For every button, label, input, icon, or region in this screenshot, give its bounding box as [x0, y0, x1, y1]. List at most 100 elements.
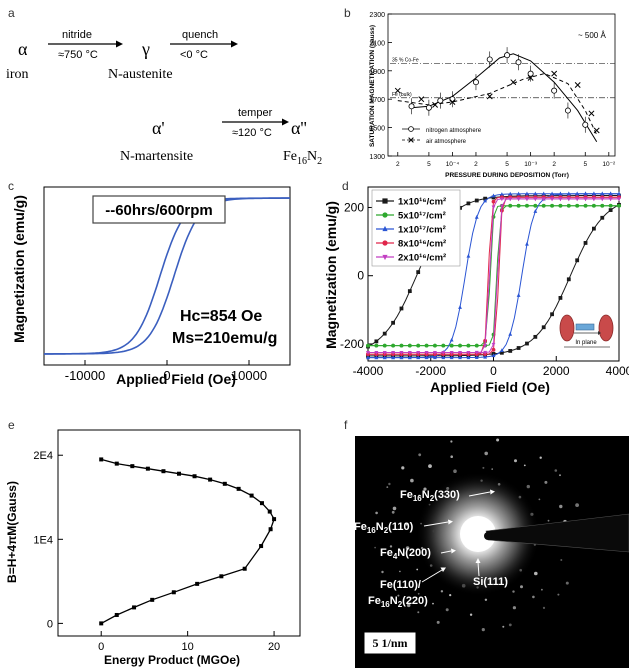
chart-d-point-0: [600, 215, 605, 220]
chart-d-point-4: [592, 197, 596, 202]
chart-d-point-3: [491, 199, 496, 204]
chart-e-point: [272, 517, 277, 522]
chart-d-point-4: [407, 350, 412, 355]
chart-d-point-4: [608, 197, 613, 202]
chart-d-point-2: [575, 191, 580, 196]
chart-b-ytick-label: 1700: [369, 97, 385, 104]
scale-bar-box: [363, 631, 417, 655]
chart-d-point-1: [391, 343, 395, 348]
chart-d-point-1: [550, 203, 554, 208]
chart-b-point: [510, 79, 517, 86]
diffraction-spot: [453, 469, 457, 473]
label-fe16n2-220: Fe16N2(220): [368, 595, 428, 609]
diffraction-spot: [482, 466, 485, 469]
diffraction-spot: [428, 464, 432, 468]
inset-pole-left: [559, 314, 575, 342]
alpha-iron-symbol: α: [18, 39, 28, 59]
chart-d-point-2: [474, 355, 479, 359]
diffraction-spot: [544, 480, 548, 484]
chart-b-point-b: [486, 93, 493, 100]
diffraction-spot: [557, 593, 560, 596]
chart-d-point-2: [499, 192, 504, 196]
diffraction-spot: [445, 608, 449, 612]
chart-d-point-1: [566, 203, 571, 208]
chart-d-point-0: [407, 289, 412, 294]
chart-d-point-0: [374, 339, 379, 344]
arrow-220-head: [440, 567, 446, 572]
legend-marker-1: [382, 212, 388, 218]
chart-d-point-1: [558, 203, 563, 208]
diffraction-spot: [541, 588, 543, 591]
chart-e-point: [259, 501, 264, 506]
arrow-3-head: [282, 118, 289, 126]
diffraction-spot: [520, 585, 523, 589]
chart-c-marks: [44, 197, 290, 355]
legend-label-2: 1x10¹⁷/cm²: [398, 225, 446, 236]
diffraction-spot: [399, 570, 401, 573]
chart-d-point-2: [525, 191, 529, 196]
chart-b-xtick-label: 2: [474, 161, 478, 168]
diffraction-spot: [514, 459, 517, 463]
chart-d-point-1: [458, 343, 462, 348]
chart-b-note: ~ 500 Å: [578, 31, 606, 40]
panel-label-b: b: [344, 6, 351, 20]
diffraction-spot: [450, 455, 453, 458]
chart-d-point-0: [583, 241, 588, 245]
chart-b-point: [588, 110, 595, 117]
panel-label-d: d: [342, 179, 349, 193]
chart-b-point-b: [574, 82, 581, 88]
diffraction-spot: [416, 568, 419, 571]
legend-marker-air: [408, 137, 414, 143]
chart-b-point: [593, 127, 600, 134]
chart-c-xtick-label: 0: [163, 368, 170, 383]
chart-d-point-1: [474, 343, 479, 348]
chart-d-point-1: [525, 203, 529, 208]
chart-d-point-4: [508, 197, 513, 202]
chart-d-point-0: [508, 349, 513, 353]
chart-e-point: [219, 574, 224, 579]
diffraction-spot: [418, 453, 422, 457]
chart-b-point: [418, 96, 425, 103]
diffraction-spot: [392, 506, 397, 511]
chart-c-xlabel: Applied Field (Oe): [116, 371, 236, 387]
chart-d-point-4: [366, 350, 370, 355]
chart-b-xtick-label: 10⁻³: [524, 161, 538, 168]
diffraction-spot: [508, 623, 512, 627]
chart-b-frame: [387, 13, 616, 157]
chart-c-xtick-label: -10000: [65, 368, 105, 383]
chart-d-point-2: [466, 253, 471, 258]
chart-d-point-4: [382, 350, 387, 355]
central-beam: [460, 516, 496, 552]
chart-b-point: [551, 70, 558, 77]
arrow-200: [440, 550, 452, 554]
chart-d-point-2: [508, 331, 513, 336]
chart-d-point-0: [566, 277, 571, 282]
arrow-110: [423, 521, 449, 527]
chart-d-point-4: [441, 350, 446, 355]
chart-d-point-2: [566, 191, 571, 196]
legend-label-nitrogen: nitrogen atmosphere: [426, 128, 482, 134]
chart-d-point-2: [516, 191, 521, 196]
chart-e-point: [208, 477, 213, 482]
phase-transformation-diagram: α iron nitride ≈750 °C γ N-austenite que…: [6, 29, 322, 167]
chart-d-ytick-label: -200: [340, 337, 364, 351]
chart-e-point: [114, 612, 119, 617]
chart-b-point: [449, 96, 456, 103]
legend-marker-0: [382, 198, 388, 204]
chart-d-point-2: [449, 355, 454, 360]
chart-d-point-4: [541, 197, 546, 202]
chart-b-refline-label: 35 % Co-Fe: [392, 58, 419, 64]
scale-bar-label: 5 1/nm: [372, 636, 407, 650]
chart-b-fit-1: [397, 73, 598, 135]
diffraction-spot: [539, 456, 542, 459]
chart-c-xtick-label: 10000: [231, 368, 267, 383]
diffraction-spot: [523, 464, 526, 467]
legend-marker-nitrogen: [408, 126, 414, 132]
chart-d-ytick-label: 200: [344, 200, 364, 214]
diffraction-spot: [391, 510, 395, 514]
diffraction-spot: [547, 519, 550, 522]
chart-b-point: [527, 74, 534, 81]
chart-b-xtick-label: 10⁻⁴: [446, 161, 460, 168]
iron-label: iron: [6, 67, 29, 82]
chart-d-point-2: [516, 293, 521, 297]
